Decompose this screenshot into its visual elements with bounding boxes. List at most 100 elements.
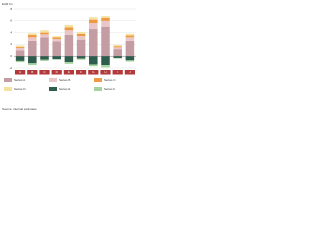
bar-segment	[89, 56, 98, 65]
x-tick-label: I	[117, 70, 118, 74]
legend-swatch	[4, 87, 12, 91]
x-tick-label: J	[129, 70, 131, 74]
bar-segment	[101, 16, 110, 18]
y-tick-label: 2	[10, 42, 12, 46]
bar-segment	[101, 17, 110, 21]
bar-segment	[52, 41, 61, 57]
bar-segment	[40, 37, 49, 57]
bar-segment	[101, 26, 110, 57]
x-tick-label: A	[19, 70, 21, 74]
x-tick-label: B	[31, 70, 33, 74]
bar-segment	[101, 65, 110, 68]
bar-segment	[101, 56, 110, 66]
source: Source: internal estimates	[2, 107, 37, 111]
bar-segment	[28, 63, 37, 66]
bar-segment	[113, 57, 122, 59]
legend-swatch	[4, 78, 12, 82]
bar-segment	[28, 37, 37, 41]
category-box	[14, 70, 26, 75]
bar-segment	[64, 27, 74, 31]
x-tick-label: G	[92, 70, 95, 74]
category-box	[112, 70, 123, 75]
x-tick-label: E	[68, 70, 70, 74]
bar-segment	[76, 36, 86, 40]
bar-segment	[64, 34, 74, 57]
legend-label: Series D	[14, 87, 26, 91]
y-tick-label: 6	[10, 19, 12, 23]
bar-segment	[28, 33, 37, 35]
bar-segment	[28, 34, 37, 38]
bar-segment	[113, 47, 122, 50]
bar-segment	[125, 56, 135, 61]
bar-segment	[76, 58, 86, 60]
bar-segment	[113, 46, 122, 48]
bar-segment	[125, 37, 135, 41]
y-tick-label: 0	[10, 54, 12, 58]
bar-segment	[113, 56, 122, 58]
bar-segment	[52, 59, 61, 60]
bar-segment	[64, 62, 74, 64]
bar-segment	[125, 35, 135, 38]
chart: EUR bn Source: internal estimates -2 0 2 4 6…	[2, 2, 136, 111]
category-box	[100, 70, 111, 75]
x-tick-label: C	[43, 70, 46, 74]
category-box	[75, 70, 87, 75]
x-tick-label: D	[56, 70, 59, 74]
legend-swatch	[49, 87, 57, 91]
bar-segment	[28, 56, 37, 64]
bar-segment	[64, 56, 74, 63]
bar-segment	[52, 36, 61, 38]
bar-segment	[52, 39, 61, 42]
bar-segment	[15, 47, 25, 51]
bar-segment	[89, 29, 98, 57]
category-box	[27, 70, 38, 75]
x-tick-label: F	[80, 70, 82, 74]
bar-segment	[76, 39, 86, 57]
bar-segment	[15, 50, 25, 57]
category-box	[88, 70, 99, 75]
category-box	[124, 70, 136, 75]
bar-segment	[89, 17, 98, 20]
bar-segment	[89, 19, 98, 24]
bar-segment	[40, 32, 49, 35]
legend-label: Series E	[59, 87, 70, 91]
bar-segment	[15, 46, 25, 48]
bar-segment	[15, 56, 25, 61]
legend-label: Series B	[59, 78, 70, 82]
legend-label: Series C	[104, 78, 116, 82]
legend-label: Series A	[14, 78, 25, 82]
bar-segment	[15, 45, 25, 47]
bar-segment	[76, 33, 86, 37]
bar-segment	[40, 56, 49, 60]
bar-segment	[64, 30, 74, 35]
y-tick-label: 4	[10, 30, 12, 34]
y-tick-label: -2	[9, 66, 12, 70]
bar-segment	[125, 33, 135, 36]
bar-segment	[76, 32, 86, 34]
bar-segment	[76, 56, 86, 59]
bar-segment	[15, 60, 25, 63]
bar-segment	[52, 37, 61, 40]
bar-segment	[101, 20, 110, 27]
legend-swatch	[49, 78, 57, 82]
bar-segment	[113, 49, 122, 57]
bar-segment	[52, 56, 61, 60]
category-box	[39, 70, 50, 75]
category-box	[63, 70, 75, 75]
bar-segment	[40, 59, 49, 61]
legend-label: Series F	[104, 87, 115, 91]
bar-segment	[113, 44, 122, 47]
legend-swatch	[94, 78, 102, 82]
category-box	[51, 70, 62, 75]
y-tick-label: 8	[10, 7, 12, 11]
y-axis-label: EUR bn	[2, 2, 13, 6]
bar-segment	[89, 23, 98, 30]
bar-segment	[28, 40, 37, 57]
bar-segment	[40, 30, 49, 33]
legend-swatch	[94, 87, 102, 91]
bar-segment	[125, 60, 135, 62]
bar-segment	[64, 24, 74, 28]
x-tick-label: H	[104, 70, 106, 74]
bar-segment	[40, 34, 49, 38]
bar-segment	[125, 40, 135, 57]
